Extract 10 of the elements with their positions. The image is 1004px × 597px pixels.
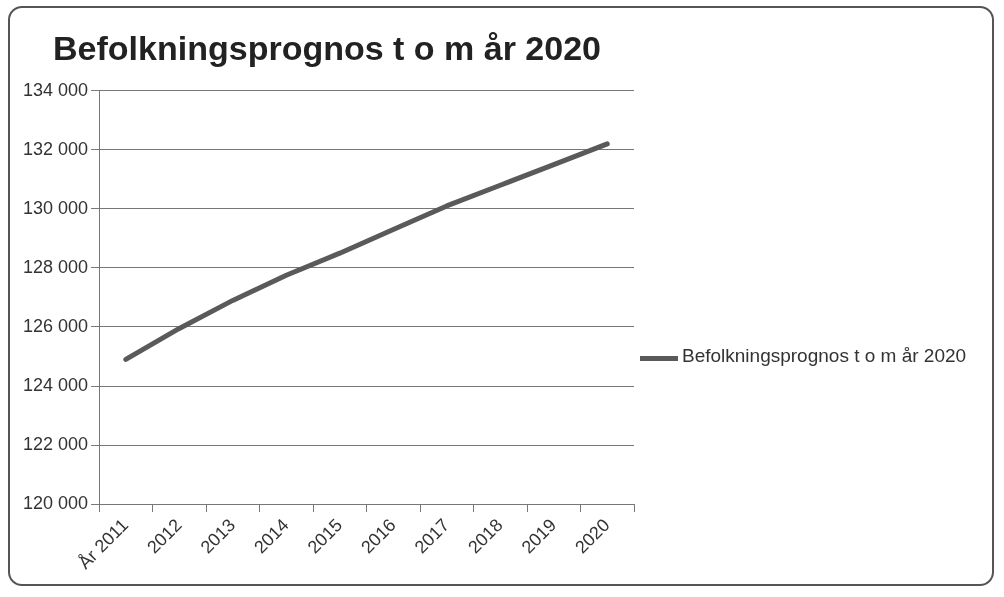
chart-title: Befolkningsprognos t o m år 2020 [53,28,601,67]
y-tick-label: 126 000 [22,315,89,336]
y-tick-label: 132 000 [22,138,89,159]
legend-label: Befolkningsprognos t o m år 2020 [682,345,967,367]
y-tick-label: 124 000 [22,374,89,395]
y-tick-label: 122 000 [22,434,89,455]
y-tick-label: 128 000 [22,256,89,277]
y-tick-label: 130 000 [22,197,89,218]
y-tick-label: 134 000 [22,79,89,100]
y-tick-label: 120 000 [22,493,89,514]
